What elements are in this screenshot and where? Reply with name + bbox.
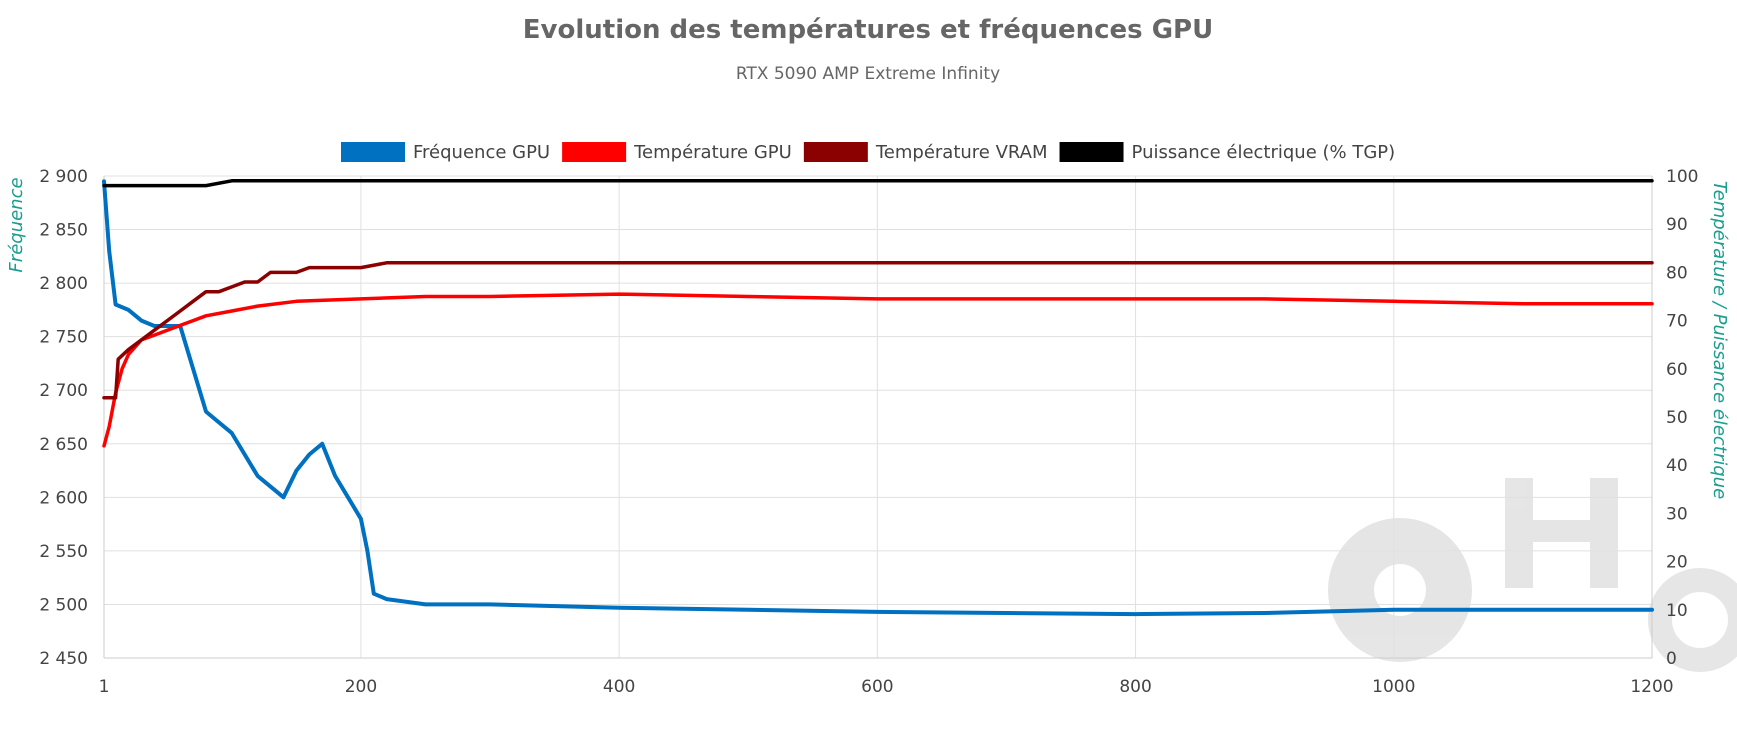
y-left-tick-label: 2 700	[39, 381, 88, 401]
legend-label: Température GPU	[633, 142, 792, 163]
series-line-3	[102, 261, 1654, 400]
legend-swatch	[803, 142, 868, 162]
y-axis-right-title: Température / Puissance électrique	[1709, 181, 1730, 499]
series-line-2	[102, 292, 1654, 448]
y-right-tick-label: 20	[1666, 553, 1688, 573]
y-right-tick-label: 50	[1666, 408, 1688, 428]
y-right-tick-label: 80	[1666, 263, 1688, 283]
legend-label: Fréquence GPU	[413, 142, 550, 163]
y-left-tick-label: 2 450	[39, 649, 88, 669]
legend: Fréquence GPU Température GPU Température …	[341, 142, 1395, 163]
legend-label: Puissance électrique (% TGP)	[1132, 142, 1396, 163]
y-axis-left-title: Fréquence	[6, 177, 27, 272]
y-right-tick-label: 30	[1666, 504, 1688, 524]
series-line-1	[102, 179, 1654, 617]
legend-swatch	[341, 142, 405, 162]
y-left-tick-label: 2 650	[39, 435, 88, 455]
y-left-tick-label: 2 500	[39, 595, 88, 615]
y-left-tick-label: 2 800	[39, 274, 88, 294]
y-right-tick-label: 90	[1666, 215, 1688, 235]
x-tick-label: 1	[99, 677, 110, 697]
chart-subtitle: RTX 5090 AMP Extreme Infinity	[736, 64, 1000, 84]
x-tick-label: 200	[345, 677, 377, 697]
axis-ticks: 2 450 2 500 2 550 2 600 2 650 2 700 2 750 2 800…	[39, 167, 1698, 697]
grid	[103, 175, 1653, 659]
legend-swatch	[1059, 142, 1124, 162]
y-right-tick-label: 0	[1666, 649, 1677, 669]
x-tick-label: 600	[861, 677, 893, 697]
x-tick-label: 400	[603, 677, 635, 697]
legend-swatch	[562, 142, 627, 162]
y-right-tick-label: 40	[1666, 456, 1688, 476]
series-lines	[102, 179, 1654, 617]
y-left-tick-label: 2 850	[39, 221, 88, 241]
chart-title: Evolution des températures et fréquences…	[523, 15, 1213, 45]
y-right-tick-label: 100	[1666, 167, 1698, 187]
series-line-4	[102, 179, 1654, 188]
y-right-tick-label: 70	[1666, 312, 1688, 332]
x-tick-label: 1000	[1372, 677, 1415, 697]
watermark-logo	[1328, 478, 1737, 672]
legend-label: Température VRAM	[875, 142, 1048, 163]
y-left-tick-label: 2 550	[39, 542, 88, 562]
y-left-tick-label: 2 900	[39, 167, 88, 187]
y-right-tick-label: 60	[1666, 360, 1688, 380]
y-right-tick-label: 10	[1666, 601, 1688, 621]
x-tick-label: 1200	[1630, 677, 1673, 697]
x-tick-label: 800	[1119, 677, 1151, 697]
y-left-tick-label: 2 600	[39, 488, 88, 508]
y-left-tick-label: 2 750	[39, 328, 88, 348]
